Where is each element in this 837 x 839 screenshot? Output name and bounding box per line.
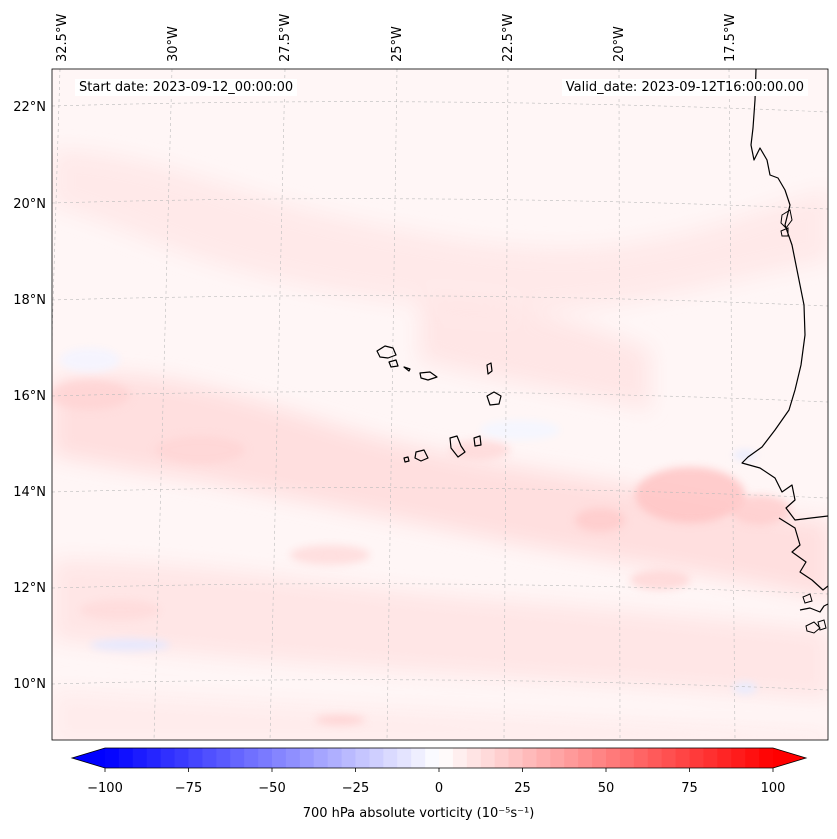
colorbar-ticks xyxy=(104,768,774,772)
colorbar-cell xyxy=(369,748,384,768)
colorbar-tick-label: 100 xyxy=(761,781,786,796)
longitude-label: 22.5°W xyxy=(501,14,516,62)
colorbar-cell xyxy=(397,748,412,768)
colorbar-cell xyxy=(647,748,663,768)
colorbar-tick-label: 50 xyxy=(598,781,615,796)
latitude-labels: 22°N 20°N 18°N 16°N 14°N 12°N 10°N xyxy=(13,100,46,692)
colorbar-cell xyxy=(703,748,718,768)
colorbar-cell xyxy=(745,748,760,768)
longitude-label: 32.5°W xyxy=(55,14,70,62)
colorbar-cell xyxy=(494,748,509,768)
colorbar-cell xyxy=(425,748,440,768)
colorbar-cell xyxy=(452,748,468,768)
colorbar-cell xyxy=(592,748,607,768)
colorbar-cell xyxy=(160,748,175,768)
colorbar-cell xyxy=(480,748,496,768)
colorbar-cell xyxy=(619,748,635,768)
colorbar-cell xyxy=(327,748,342,768)
colorbar-cell xyxy=(146,748,162,768)
colorbar-cell xyxy=(606,748,621,768)
longitude-label: 30°W xyxy=(166,26,181,62)
colorbar-cell xyxy=(188,748,203,768)
colorbar-tick-label: 25 xyxy=(514,781,531,796)
colorbar-cell xyxy=(216,748,231,768)
colorbar-cell xyxy=(564,748,579,768)
colorbar-cell xyxy=(689,748,704,768)
longitude-label: 27.5°W xyxy=(278,14,293,62)
colorbar-cell xyxy=(118,748,134,768)
longitude-label: 20°W xyxy=(612,26,627,62)
latitude-label: 14°N xyxy=(13,485,46,500)
colorbar-tick-label: −100 xyxy=(87,781,123,796)
latitude-label: 22°N xyxy=(13,100,46,115)
colorbar-cell xyxy=(230,748,245,768)
colorbar-cell xyxy=(341,748,356,768)
colorbar-cell xyxy=(522,748,537,768)
colorbar-cell xyxy=(272,748,287,768)
colorbar-cell xyxy=(439,748,454,768)
colorbar-cell xyxy=(508,748,523,768)
cape-verde-islands xyxy=(376,345,502,463)
colorbar-tick-label: −50 xyxy=(258,781,285,796)
coastal-islands xyxy=(780,209,827,634)
colorbar-cell xyxy=(244,748,259,768)
colorbar-cell xyxy=(633,748,649,768)
colorbar-cell xyxy=(661,748,676,768)
colorbar-cell xyxy=(383,748,398,768)
colorbar-extend-high xyxy=(773,748,806,768)
colorbar-cell xyxy=(285,748,301,768)
colorbar-cell xyxy=(355,748,370,768)
colorbar-tick-label: 75 xyxy=(681,781,698,796)
colorbar-cell xyxy=(536,748,551,768)
colorbar-tick-label: −75 xyxy=(175,781,202,796)
colorbar-cell xyxy=(717,748,732,768)
longitude-label: 25°W xyxy=(390,26,405,62)
colorbar-cell xyxy=(105,748,120,768)
colorbar: −100 −75 −50 −25 0 25 50 75 100 xyxy=(70,747,808,796)
start-date-label: Start date: 2023-09-12_00:00:00 xyxy=(75,79,298,96)
colorbar-tick-labels: −100 −75 −50 −25 0 25 50 75 100 xyxy=(87,781,785,796)
colorbar-cell xyxy=(466,748,482,768)
latitude-label: 12°N xyxy=(13,581,46,596)
coastlines xyxy=(741,69,828,613)
colorbar-cell xyxy=(258,748,273,768)
colorbar-cell xyxy=(550,748,565,768)
colorbar-cell xyxy=(132,748,148,768)
map-frame xyxy=(51,68,829,741)
graticule xyxy=(52,69,828,740)
latitude-label: 16°N xyxy=(13,389,46,404)
latitude-label: 10°N xyxy=(13,677,46,692)
vorticity-field xyxy=(52,150,828,740)
latitude-label: 18°N xyxy=(13,293,46,308)
colorbar-cell xyxy=(759,748,774,768)
colorbar-cell xyxy=(174,748,189,768)
colorbar-label: 700 hPa absolute vorticity (10⁻⁵s⁻¹) xyxy=(302,806,535,821)
colorbar-extend-low xyxy=(72,748,105,768)
colorbar-tick-label: −25 xyxy=(342,781,369,796)
colorbar-cell xyxy=(731,748,746,768)
colorbar-cell xyxy=(675,748,690,768)
colorbar-cell xyxy=(411,748,426,768)
colorbar-cell xyxy=(299,748,315,768)
colorbar-cell xyxy=(202,748,217,768)
valid-date-label: Valid_date: 2023-09-12T16:00:00.00 xyxy=(561,79,808,96)
colorbar-cell xyxy=(578,748,593,768)
longitude-label: 17.5°W xyxy=(723,14,738,62)
colorbar-tick-label: 0 xyxy=(435,781,443,796)
longitude-labels: 32.5°W 30°W 27.5°W 25°W 22.5°W 20°W 17.5… xyxy=(55,14,738,62)
latitude-label: 20°N xyxy=(13,197,46,212)
colorbar-cell xyxy=(313,748,329,768)
